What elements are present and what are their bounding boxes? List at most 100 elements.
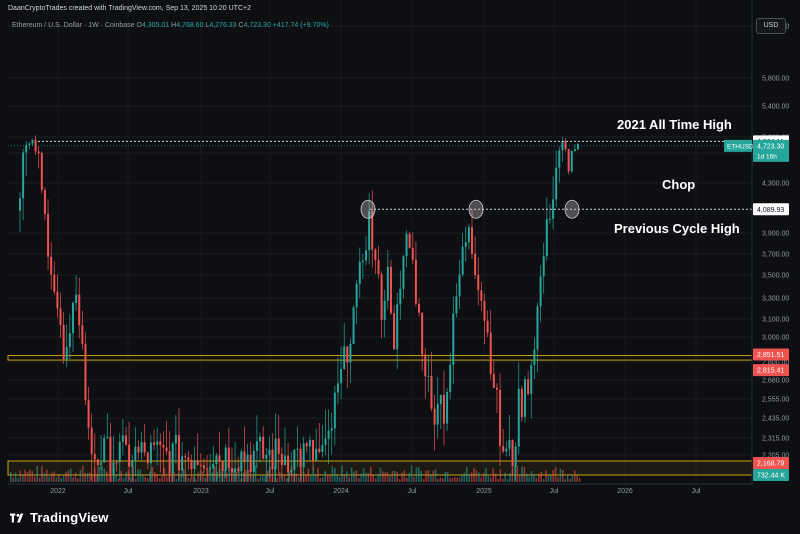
symbol-tag: ETHUSD — [727, 143, 754, 150]
volume-bar — [554, 467, 557, 482]
candle-body — [209, 468, 212, 470]
candle-body — [128, 444, 131, 467]
volume-bar — [29, 469, 31, 482]
candle-body — [215, 455, 218, 465]
annotation-ath: 2021 All Time High — [617, 117, 732, 132]
volume-bar — [434, 469, 437, 482]
volume-bar — [439, 477, 442, 482]
volume-bar — [331, 466, 334, 482]
volume-bar — [365, 472, 367, 482]
x-tick-label: 2023 — [193, 488, 209, 495]
volume-bar — [564, 478, 566, 482]
candle-body — [333, 392, 336, 429]
volume-bar — [427, 470, 430, 482]
change-value: +417.74 (+9.70%) — [272, 22, 329, 29]
candle-body — [28, 143, 31, 145]
candle-body — [90, 427, 93, 455]
candle-body — [430, 375, 433, 409]
volume-bar — [545, 470, 547, 482]
volume-bar — [386, 472, 389, 482]
volume-bar — [317, 467, 319, 482]
volume-bar — [310, 475, 312, 482]
volume-bar — [542, 478, 545, 482]
candle-body — [349, 343, 352, 363]
candle-body — [570, 151, 573, 172]
volume-bar — [324, 470, 326, 482]
volume-bar — [14, 472, 17, 482]
candle-body — [514, 446, 517, 467]
volume-bar — [374, 478, 377, 482]
candle-body — [308, 440, 311, 447]
candle-body — [153, 442, 156, 445]
candle-body — [234, 468, 237, 473]
candle-body — [461, 246, 464, 275]
volume-bar — [79, 469, 82, 482]
y-tick-label: 3,700.00 — [762, 252, 789, 259]
zone-bottom-tag-bg — [753, 364, 789, 377]
volume-bar — [422, 478, 425, 482]
candle-body — [43, 190, 46, 214]
volume-bar — [134, 478, 137, 482]
volume-bar — [10, 472, 12, 482]
volume-bar — [24, 469, 26, 482]
candle-body — [159, 441, 162, 446]
volume-bar — [526, 473, 528, 482]
volume-bar — [466, 466, 468, 482]
candle-body — [421, 312, 424, 355]
candle-body — [411, 247, 414, 260]
candle-body — [177, 435, 180, 471]
candle-body — [340, 368, 343, 384]
volume-bar — [247, 469, 250, 482]
candle-body — [25, 144, 28, 153]
volume-bar — [377, 474, 379, 482]
volume-bar — [190, 477, 192, 482]
volume-bar — [382, 471, 384, 482]
y-tick-label: 5,800.00 — [762, 76, 789, 83]
volume-bar — [50, 472, 53, 482]
candle-body — [499, 389, 502, 447]
y-tick-label: 2,680.00 — [762, 378, 789, 385]
cycle-high-marker — [468, 199, 484, 219]
candle-body — [483, 300, 486, 321]
volume-bar — [154, 472, 156, 482]
candle-body — [47, 213, 50, 257]
candle-body — [455, 296, 458, 314]
volume-bar — [456, 477, 458, 482]
candle-body — [277, 438, 280, 454]
candle-body — [37, 151, 40, 154]
volume-bar — [175, 478, 178, 482]
x-tick-label: Jul — [266, 488, 275, 495]
volume-bar — [442, 478, 444, 482]
candle-body — [533, 349, 536, 366]
volume-bar — [502, 478, 504, 482]
candle-body — [53, 274, 56, 292]
candle-body — [446, 392, 449, 424]
volume-bar — [113, 469, 115, 482]
candle-body — [290, 470, 293, 473]
candle-body — [352, 307, 355, 344]
volume-bar — [391, 471, 394, 482]
volume-bar — [547, 475, 550, 482]
candle-body — [539, 276, 542, 307]
candle-body — [408, 233, 411, 248]
volume-bar — [574, 470, 576, 482]
candle-body — [93, 454, 96, 460]
candle-body — [271, 449, 274, 470]
volume-bar — [161, 475, 163, 482]
price-chart[interactable]: 6,200.005,800.005,400.005,000.004,500.00… — [0, 0, 800, 498]
y-tick-label: 3,500.00 — [762, 273, 789, 280]
candle-body — [471, 227, 474, 254]
volume-bar — [43, 473, 46, 482]
last-price-tag-bg — [753, 139, 789, 162]
volume-bar — [506, 478, 509, 482]
tradingview-logo[interactable]: TradingView — [10, 510, 109, 525]
volume-bar — [420, 471, 422, 482]
volume-bar — [230, 469, 233, 482]
candle-body — [336, 383, 339, 393]
volume-bar — [48, 476, 50, 482]
currency-button[interactable]: USD — [756, 18, 786, 34]
candle-body — [399, 288, 402, 305]
candle-body — [137, 446, 140, 453]
candle-body — [377, 260, 380, 275]
candle-body — [474, 253, 477, 275]
